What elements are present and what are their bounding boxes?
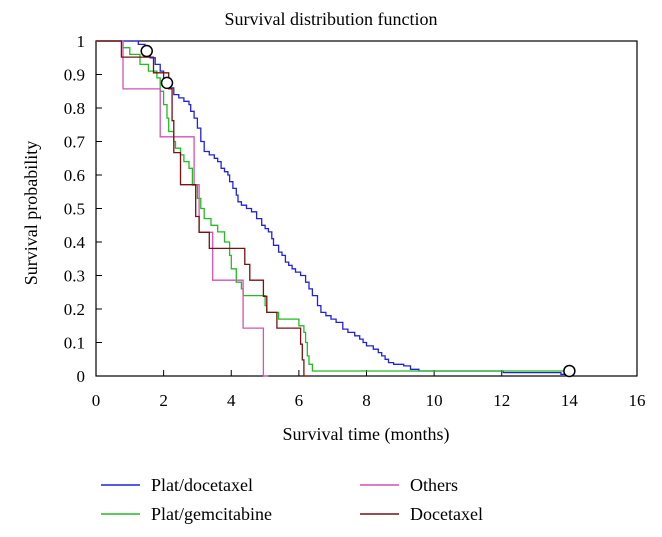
chart-title: Survival distribution function — [225, 9, 438, 29]
x-tick-label: 6 — [295, 391, 304, 410]
y-axis: 0 0.1 0.2 0.3 0.4 0.5 0.6 0.7 0.8 0.9 1 — [64, 32, 102, 386]
legend-label: Plat/docetaxel — [151, 475, 253, 495]
legend: Plat/docetaxel Others Plat/gemcitabine Doce… — [101, 475, 483, 524]
legend-label: Others — [410, 475, 458, 495]
y-tick-label: 0.2 — [64, 300, 85, 319]
series-docetaxel — [96, 40, 308, 377]
y-tick-label: 0.4 — [64, 233, 86, 252]
x-tick-label: 16 — [629, 391, 646, 410]
x-tick-label: 4 — [227, 391, 236, 410]
x-tick-label: 10 — [426, 391, 443, 410]
x-tick-label: 2 — [159, 391, 168, 410]
y-tick-label: 0.6 — [64, 166, 85, 185]
y-tick-label: 0 — [77, 367, 86, 386]
series-others — [96, 40, 269, 377]
x-tick-label: 14 — [561, 391, 579, 410]
series-layer — [96, 40, 570, 377]
y-tick-label: 0.5 — [64, 200, 85, 219]
y-tick-label: 0.8 — [64, 99, 85, 118]
plot-frame — [95, 40, 638, 377]
censored-marker — [160, 76, 174, 90]
y-axis-label: Survival probability — [21, 141, 41, 285]
x-tick-label: 8 — [362, 391, 371, 410]
series-plat-docetaxel — [96, 40, 570, 375]
y-tick-label: 0.7 — [64, 133, 86, 152]
y-tick-label: 0.1 — [64, 334, 85, 353]
censored-marker — [563, 364, 576, 378]
x-axis-label: Survival time (months) — [283, 424, 450, 445]
censored-marker — [140, 44, 153, 58]
y-tick-label: 0.3 — [64, 267, 85, 286]
x-tick-label: 0 — [92, 391, 101, 410]
legend-label: Docetaxel — [410, 504, 483, 524]
legend-label: Plat/gemcitabine — [151, 504, 272, 524]
x-tick-label: 12 — [493, 391, 510, 410]
censored-markers — [140, 44, 576, 378]
y-tick-label: 0.9 — [64, 66, 85, 85]
y-tick-label: 1 — [77, 32, 86, 51]
